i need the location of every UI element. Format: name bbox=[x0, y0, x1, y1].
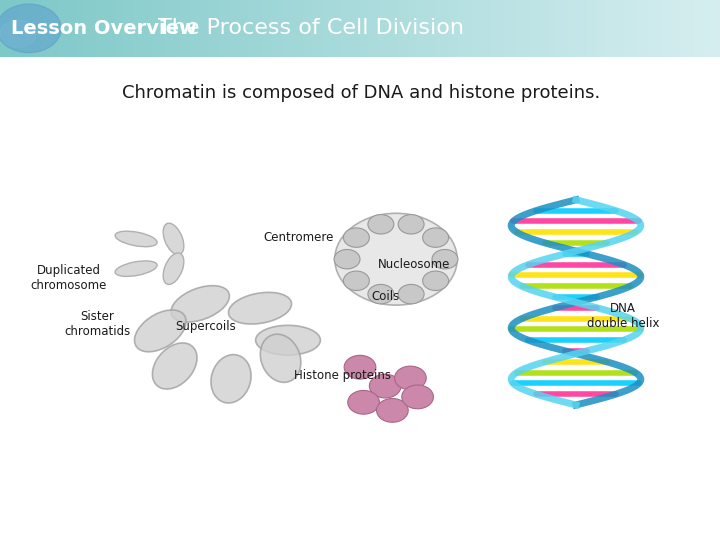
Text: Nucleosome: Nucleosome bbox=[378, 258, 450, 271]
Text: Supercoils: Supercoils bbox=[175, 320, 235, 333]
Ellipse shape bbox=[115, 231, 157, 247]
Ellipse shape bbox=[211, 355, 251, 403]
Text: Duplicated
chromosome: Duplicated chromosome bbox=[30, 264, 107, 292]
Text: Histone proteins: Histone proteins bbox=[294, 369, 390, 382]
FancyBboxPatch shape bbox=[0, 57, 720, 540]
Circle shape bbox=[377, 399, 408, 422]
Text: Coils: Coils bbox=[371, 291, 400, 303]
Ellipse shape bbox=[163, 253, 184, 285]
Text: Centromere: Centromere bbox=[264, 231, 334, 244]
Circle shape bbox=[0, 4, 61, 53]
Circle shape bbox=[398, 214, 424, 234]
Circle shape bbox=[423, 228, 449, 247]
Circle shape bbox=[348, 390, 379, 414]
Circle shape bbox=[402, 385, 433, 409]
Circle shape bbox=[369, 374, 401, 398]
Circle shape bbox=[344, 355, 376, 379]
Ellipse shape bbox=[228, 292, 292, 324]
Text: Chromatin is composed of DNA and histone proteins.: Chromatin is composed of DNA and histone… bbox=[122, 84, 600, 102]
Circle shape bbox=[398, 285, 424, 304]
Text: The Process of Cell Division: The Process of Cell Division bbox=[158, 18, 464, 38]
Circle shape bbox=[423, 271, 449, 291]
Circle shape bbox=[343, 271, 369, 291]
Text: Lesson Overview: Lesson Overview bbox=[11, 19, 197, 38]
Ellipse shape bbox=[153, 343, 197, 389]
Ellipse shape bbox=[261, 334, 301, 382]
Ellipse shape bbox=[115, 261, 157, 276]
Circle shape bbox=[343, 228, 369, 247]
Ellipse shape bbox=[171, 286, 230, 322]
Ellipse shape bbox=[135, 310, 186, 352]
Text: DNA
double helix: DNA double helix bbox=[587, 302, 659, 330]
Circle shape bbox=[368, 285, 394, 304]
Ellipse shape bbox=[256, 325, 320, 355]
Circle shape bbox=[0, 20, 36, 47]
Circle shape bbox=[334, 249, 360, 269]
Circle shape bbox=[335, 213, 457, 305]
Text: Sister
chromatids: Sister chromatids bbox=[64, 310, 130, 338]
Ellipse shape bbox=[163, 223, 184, 255]
Circle shape bbox=[368, 214, 394, 234]
Circle shape bbox=[395, 366, 426, 390]
Circle shape bbox=[432, 249, 458, 269]
